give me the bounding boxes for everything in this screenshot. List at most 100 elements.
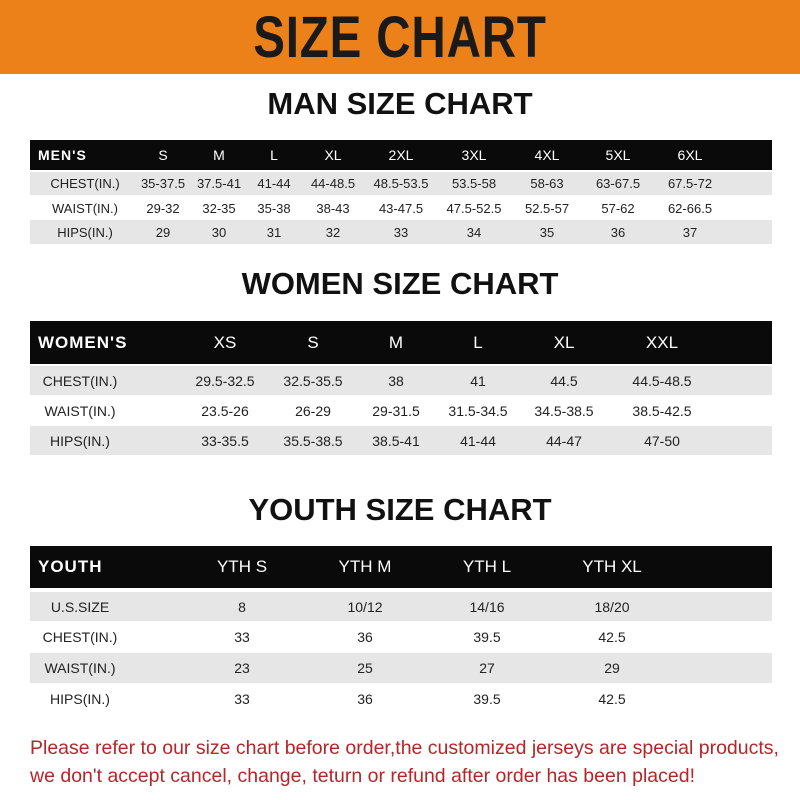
table-cell: 23 (234, 660, 250, 676)
table-row: HIPS(IN.) 33 36 39.5 42.5 (30, 684, 772, 714)
table-cell: 34.5-38.5 (534, 402, 594, 419)
banner-title: SIZE CHART (253, 4, 547, 70)
table-cell: 43-47.5 (378, 200, 424, 216)
table-corner-label: MEN'S (38, 147, 87, 163)
size-header: S (158, 147, 168, 163)
row-label: U.S.SIZE (50, 598, 110, 615)
table-cell: 58-63 (530, 176, 564, 191)
banner: SIZE CHART (0, 0, 800, 74)
table-cell: 38.5-41 (372, 432, 420, 449)
size-header: L (473, 332, 483, 352)
row-label: WAIST(IN.) (44, 402, 116, 419)
table-row: WAIST(IN.) 23 25 27 29 (30, 653, 772, 683)
size-header: 6XL (677, 147, 703, 163)
row-label: HIPS(IN.) (57, 224, 113, 240)
table-cell: 23.5-26 (201, 402, 249, 419)
table-cell: 29-32 (146, 200, 180, 216)
table-cell: 42.5 (598, 691, 626, 707)
size-header: YTH M (338, 557, 392, 576)
row-label: HIPS(IN.) (50, 691, 110, 707)
table-cell: 41 (470, 372, 486, 389)
table-cell: 36 (610, 224, 626, 240)
table-cell: 31 (266, 224, 282, 240)
table-cell: 33-35.5 (201, 432, 249, 449)
header-row: WOMEN'S XS S M L XL XXL (30, 321, 772, 364)
table-cell: 14/16 (469, 598, 505, 615)
table-row: CHEST(IN.) 33 36 39.5 42.5 (30, 622, 772, 652)
size-header: YTH L (462, 557, 512, 576)
table-cell: 29-31.5 (372, 402, 420, 419)
table-cell: 34 (466, 224, 482, 240)
size-header: M (213, 147, 225, 163)
size-header: YTH S (216, 557, 268, 576)
table-cell: 31.5-34.5 (448, 402, 508, 419)
size-header: XL (553, 332, 575, 352)
table-cell: 39.5 (473, 691, 501, 707)
table-cell: 33 (234, 629, 250, 645)
table-row: HIPS(IN.) 33-35.5 35.5-38.5 38.5-41 41-44 44-… (30, 426, 772, 455)
table-cell: 38.5-42.5 (632, 402, 692, 419)
table-cell: 29 (155, 224, 171, 240)
size-header: 5XL (605, 147, 631, 163)
table-cell: 36 (357, 629, 373, 645)
women-title: WOMEN SIZE CHART (241, 266, 559, 301)
size-header: 4XL (534, 147, 560, 163)
table-cell: 38 (388, 372, 404, 389)
table-cell: 36 (357, 691, 373, 707)
table-corner-label: YOUTH (38, 557, 103, 576)
notice-line-2: we don't accept cancel, change, teturn o… (30, 765, 695, 787)
table-row: WAIST(IN.) 29-32 32-35 35-38 38-43 43-47.5 47.… (30, 196, 772, 220)
table-cell: 41-44 (257, 176, 291, 191)
table-cell: 37.5-41 (196, 176, 242, 191)
table-cell: 18/20 (594, 598, 630, 615)
row-label: CHEST(IN.) (50, 176, 120, 191)
size-header: 2XL (388, 147, 414, 163)
table-cell: 37 (682, 224, 698, 240)
men-title: MAN SIZE CHART (267, 86, 533, 121)
table-cell: 32.5-35.5 (283, 372, 343, 389)
row-label: WAIST(IN.) (52, 200, 118, 216)
notice-line-1: Please refer to our size chart before or… (30, 737, 779, 759)
table-cell: 39.5 (473, 629, 501, 645)
table-cell: 63-67.5 (595, 176, 641, 191)
table-cell: 35-38 (257, 200, 291, 216)
table-cell: 26-29 (295, 402, 331, 419)
table-cell: 32 (325, 224, 341, 240)
table-corner-label: WOMEN'S (38, 332, 128, 352)
table-cell: 57-62 (601, 200, 635, 216)
table-cell: 33 (234, 691, 250, 707)
row-label: CHEST(IN.) (42, 629, 118, 645)
table-row: CHEST(IN.) 35-37.5 37.5-41 41-44 44-48.5 48.5… (30, 172, 772, 195)
table-row: WAIST(IN.) 23.5-26 26-29 29-31.5 31.5-34.5 34… (30, 396, 772, 425)
table-cell: 35-37.5 (140, 176, 186, 191)
table-cell: 29.5-32.5 (195, 372, 255, 389)
row-label: CHEST(IN.) (42, 372, 118, 389)
table-cell: 38-43 (316, 200, 350, 216)
size-header: XXL (645, 332, 679, 352)
table-cell: 27 (479, 660, 495, 676)
size-header: XS (213, 332, 237, 352)
table-cell: 47.5-52.5 (446, 200, 502, 216)
table-cell: 30 (211, 224, 227, 240)
size-header: XL (324, 147, 342, 163)
table-cell: 48.5-53.5 (373, 176, 429, 191)
table-cell: 41-44 (460, 432, 496, 449)
size-header: M (388, 332, 404, 352)
row-label: WAIST(IN.) (44, 660, 116, 676)
size-header: S (307, 332, 319, 352)
table-row: CHEST(IN.) 29.5-32.5 32.5-35.5 38 41 44.5 44.5… (30, 366, 772, 395)
table-cell: 33 (393, 224, 409, 240)
table-row: HIPS(IN.) 29 30 31 32 33 34 35 36 37 (30, 220, 772, 244)
table-cell: 10/12 (347, 598, 383, 615)
table-cell: 8 (238, 598, 246, 615)
table-cell: 52.5-57 (524, 200, 570, 216)
size-header: YTH XL (582, 557, 642, 576)
table-cell: 35 (539, 224, 555, 240)
table-cell: 44.5-48.5 (632, 372, 692, 389)
table-cell: 42.5 (598, 629, 626, 645)
table-cell: 47-50 (644, 432, 680, 449)
table-cell: 62-66.5 (667, 200, 713, 216)
table-cell: 32-35 (202, 200, 236, 216)
table-cell: 44-47 (546, 432, 582, 449)
row-label: HIPS(IN.) (50, 432, 110, 449)
